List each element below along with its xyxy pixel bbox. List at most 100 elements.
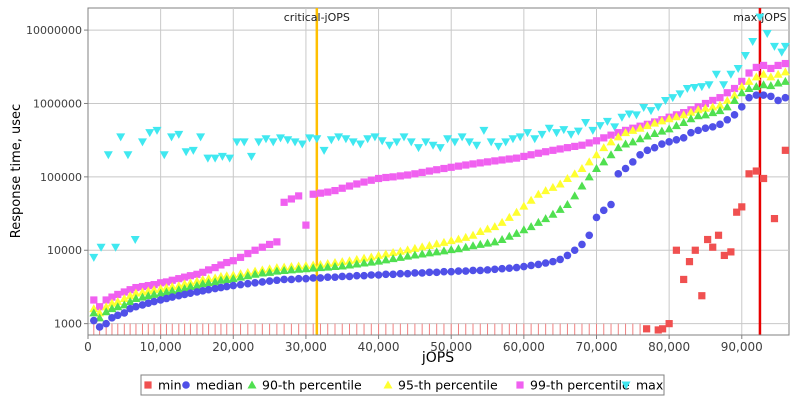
- data-point: [101, 307, 111, 316]
- data-point: [727, 248, 735, 256]
- data-point: [236, 280, 245, 289]
- data-point: [520, 152, 528, 161]
- data-point: [548, 182, 558, 191]
- data-point: [711, 70, 721, 79]
- data-point: [446, 236, 456, 245]
- ref-line-label: critical-jOPS: [284, 11, 350, 24]
- data-point: [287, 275, 296, 284]
- data-point: [769, 42, 779, 51]
- data-point: [781, 59, 789, 68]
- data-point: [440, 164, 448, 173]
- data-point: [326, 136, 336, 145]
- data-point: [443, 135, 453, 144]
- data-point: [388, 254, 398, 263]
- data-point: [715, 100, 725, 109]
- data-point: [748, 37, 758, 46]
- data-point: [244, 250, 252, 258]
- data-point: [102, 296, 110, 304]
- data-point: [585, 231, 594, 240]
- data-point: [453, 234, 463, 243]
- data-point: [273, 238, 281, 246]
- data-point: [425, 167, 434, 175]
- data-point: [404, 171, 412, 179]
- data-point: [709, 243, 717, 251]
- data-point: [556, 255, 564, 264]
- data-point: [650, 128, 660, 137]
- data-point: [125, 297, 135, 306]
- data-point: [334, 133, 344, 142]
- data-point: [472, 141, 482, 150]
- data-point: [228, 274, 238, 283]
- data-point: [244, 279, 252, 288]
- data-point: [125, 291, 135, 300]
- data-point: [700, 110, 710, 119]
- data-point: [549, 146, 557, 154]
- data-point: [167, 286, 177, 295]
- data-point: [555, 204, 565, 213]
- data-point: [698, 292, 706, 300]
- data-point: [745, 93, 753, 102]
- series-95-th-percentile: [89, 67, 790, 317]
- data-point: [175, 275, 183, 283]
- data-point: [410, 250, 420, 259]
- data-point: [780, 67, 790, 76]
- data-point: [716, 120, 724, 129]
- data-point: [519, 225, 529, 234]
- data-point: [273, 276, 281, 285]
- data-point: [389, 173, 397, 181]
- data-point: [570, 246, 579, 255]
- data-point: [454, 162, 463, 170]
- data-point: [353, 180, 361, 188]
- data-point: [767, 64, 775, 73]
- data-point: [668, 94, 678, 103]
- data-point: [414, 144, 424, 153]
- data-point: [96, 303, 104, 311]
- data-point: [562, 200, 572, 209]
- data-point: [432, 247, 442, 256]
- data-point: [704, 81, 714, 90]
- legend-label: 99-th percentile: [530, 378, 630, 393]
- reference-lines: critical-jOPSmax-jOPS: [284, 8, 787, 335]
- legend-label: 95-th percentile: [398, 378, 498, 393]
- data-point: [526, 222, 536, 231]
- data-point: [635, 134, 645, 143]
- data-point: [501, 138, 511, 147]
- data-point: [312, 135, 322, 144]
- data-point: [508, 135, 518, 144]
- data-point: [759, 91, 768, 99]
- data-point: [181, 273, 189, 281]
- data-point: [767, 92, 775, 101]
- data-point: [665, 138, 673, 146]
- data-point: [410, 243, 420, 252]
- data-point: [152, 126, 162, 135]
- data-point: [302, 221, 310, 229]
- data-point: [595, 122, 605, 131]
- data-point: [504, 231, 514, 240]
- min-floor-markers: [93, 323, 641, 335]
- data-point: [126, 286, 134, 294]
- data-point: [610, 123, 620, 132]
- x-axis-label: jOPS: [421, 350, 454, 366]
- data-point: [591, 150, 601, 159]
- data-point: [607, 131, 615, 139]
- data-point: [505, 264, 514, 272]
- data-point: [217, 152, 227, 161]
- data-point: [527, 151, 535, 159]
- data-point: [708, 102, 718, 111]
- data-point: [730, 95, 740, 104]
- data-point: [261, 135, 271, 144]
- data-point: [469, 160, 477, 168]
- data-point: [766, 81, 776, 90]
- data-point: [120, 309, 129, 317]
- data-point: [411, 269, 419, 277]
- data-point: [108, 293, 116, 301]
- data-point: [607, 200, 615, 209]
- data-point: [217, 283, 225, 292]
- data-point: [157, 279, 165, 287]
- data-point: [752, 63, 760, 72]
- data-point: [751, 72, 761, 81]
- data-point: [352, 271, 361, 280]
- data-point: [145, 129, 155, 138]
- data-point: [621, 164, 630, 173]
